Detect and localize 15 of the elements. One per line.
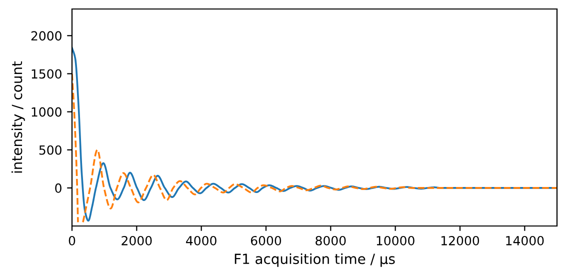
x-tick-label: 6000 <box>250 236 282 246</box>
y-tick-label: 2000 <box>31 31 62 41</box>
x-tick-label: 10000 <box>376 236 414 246</box>
x-tick-label: 0 <box>68 236 76 246</box>
x-tick-label: 14000 <box>506 236 544 246</box>
x-tick-label: 8000 <box>316 236 346 246</box>
y-tick-label: 500 <box>39 145 62 155</box>
x-axis-title: F1 acquisition time / µs <box>234 253 395 267</box>
y-tick-label: 1500 <box>32 69 62 79</box>
x-tick-label: 4000 <box>186 236 216 246</box>
x-tick-label: 2000 <box>122 236 152 246</box>
y-tick-label: 0 <box>55 183 62 193</box>
x-tick-label: 12000 <box>441 236 480 246</box>
y-axis-title: intensity / count <box>11 61 25 173</box>
y-tick-label: 1000 <box>32 107 62 117</box>
